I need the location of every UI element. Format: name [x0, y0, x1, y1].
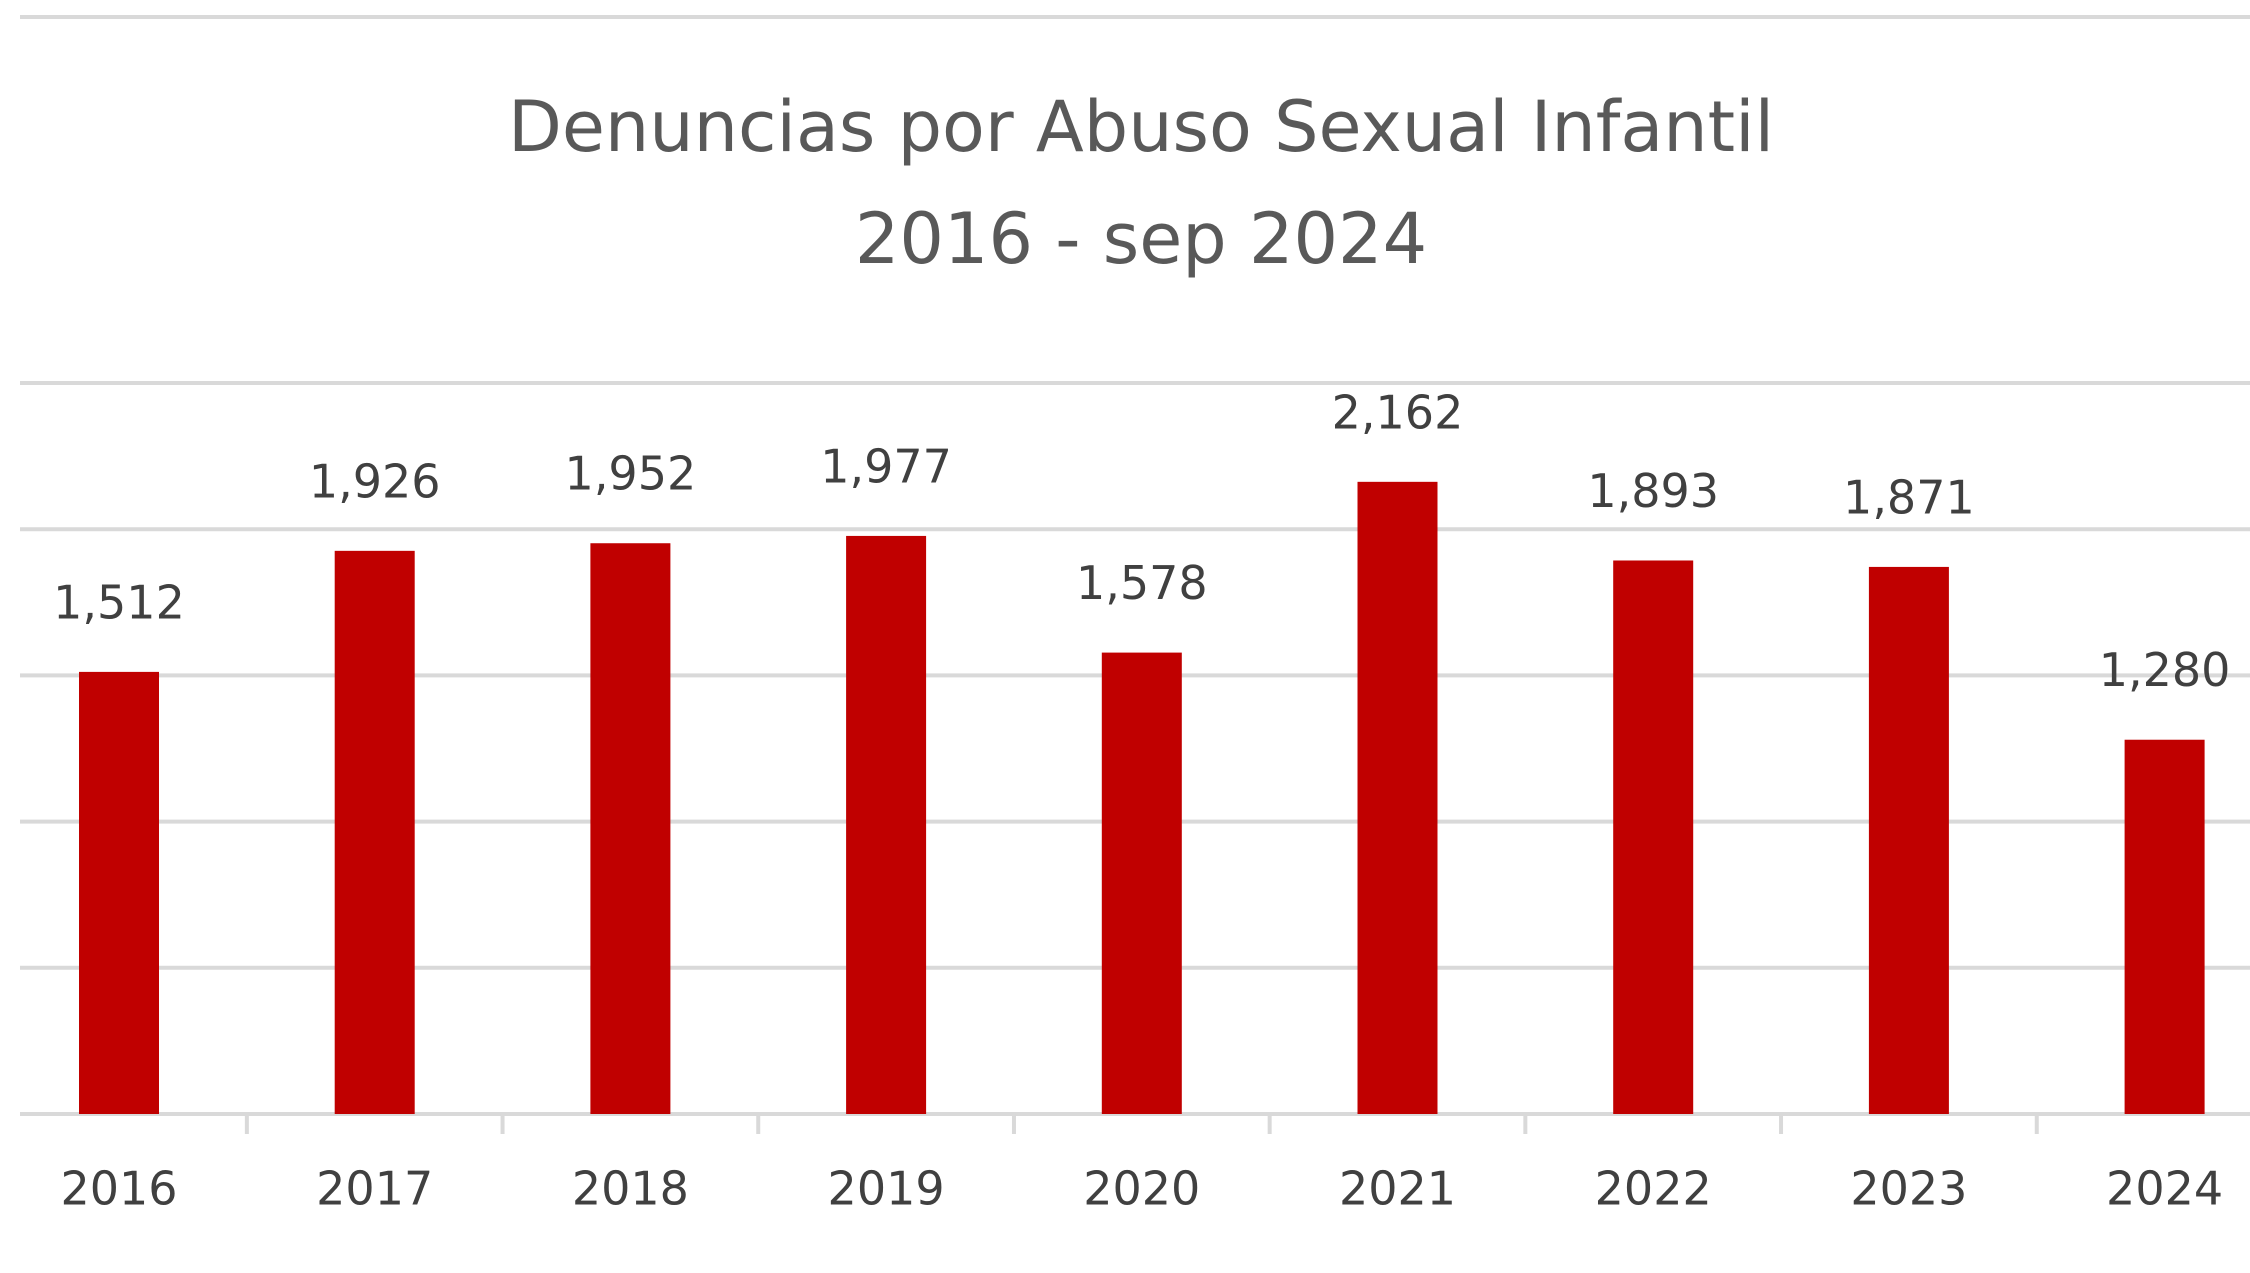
x-tick-label: 2024 [2106, 1162, 2223, 1216]
data-label: 1,977 [820, 439, 952, 493]
bar [1357, 481, 1438, 1115]
bar [1613, 560, 1694, 1114]
data-label: 1,512 [53, 575, 185, 629]
data-label: 1,952 [565, 447, 697, 501]
data-label: 1,871 [1843, 470, 1975, 524]
chart-title: Denuncias por Abuso Sexual Infantil [508, 86, 1774, 168]
bar [79, 671, 159, 1114]
x-tick-label: 2016 [60, 1162, 177, 1216]
x-tick-label: 2017 [316, 1162, 433, 1216]
data-label: 1,893 [1587, 464, 1719, 518]
bar [846, 535, 927, 1114]
x-tick-label: 2021 [1339, 1162, 1456, 1216]
bar [1101, 652, 1182, 1114]
chart-subtitle: 2016 - sep 2024 [855, 198, 1427, 280]
x-tick-label: 2020 [1083, 1162, 1200, 1216]
bar [2124, 739, 2205, 1114]
data-label: 2,162 [1332, 385, 1464, 439]
data-label: 1,578 [1076, 556, 1208, 610]
bar [334, 550, 415, 1114]
x-tick-label: 2022 [1595, 1162, 1712, 1216]
x-tick-label: 2018 [572, 1162, 689, 1216]
data-label: 1,280 [2099, 643, 2231, 697]
x-tick-label: 2023 [1850, 1162, 1967, 1216]
data-label: 1,926 [309, 454, 441, 508]
bar [1868, 566, 1949, 1114]
bar [590, 543, 671, 1114]
x-tick-label: 2019 [828, 1162, 945, 1216]
